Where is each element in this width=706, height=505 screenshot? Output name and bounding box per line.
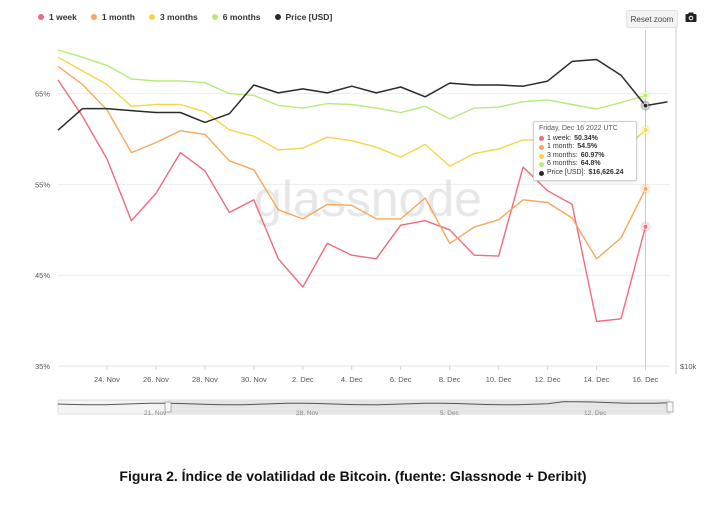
tooltip-dot (539, 170, 544, 176)
range-navigator[interactable]: 21. Nov 28. Nov 5. Dec 12. Dec (57, 399, 674, 417)
end-marker[interactable] (642, 186, 649, 192)
legend-label-6-months: 6 months (222, 12, 261, 22)
reset-zoom-button[interactable]: Reset zoom (626, 10, 678, 28)
x-tick-label: 24. Nov (94, 375, 120, 384)
y-tick-label: 35% (35, 362, 50, 371)
legend-label-price: Price [USD] (285, 12, 333, 22)
tooltip-value: 60.97% (580, 151, 605, 159)
tooltip-dot (539, 153, 544, 159)
tooltip-value: 54.5% (577, 143, 598, 151)
x-tick-label: 4. Dec (341, 375, 363, 384)
tooltip-value: $16,626.24 (588, 168, 624, 176)
legend-label-1-month: 1 month (101, 12, 135, 22)
navigator-series (57, 401, 671, 406)
tooltip-label: 1 week: (547, 134, 572, 142)
tooltip-label: 3 months: (547, 151, 578, 159)
legend-dot-1-week (38, 14, 44, 20)
series-line-1-month[interactable] (57, 65, 647, 260)
end-markers (640, 90, 651, 232)
tooltip-value: 64.8% (580, 160, 601, 168)
legend-dot-1-month (90, 14, 97, 20)
data-tooltip: Friday, Dec 16 2022 UTC 1 week: 50.34% 1… (533, 121, 637, 181)
legend-dot-6-months (211, 14, 218, 20)
end-marker[interactable] (642, 127, 649, 133)
y-tick-label: 45% (35, 271, 50, 280)
tooltip-label: 1 month: (547, 143, 575, 151)
x-tick-label: 2. Dec (292, 375, 314, 384)
legend-label-1-week: 1 week (49, 12, 77, 22)
navigator-label: 5. Dec (440, 410, 460, 417)
y-tick-label: 65% (35, 90, 50, 99)
x-tick-label: 30. Nov (241, 375, 267, 384)
end-marker[interactable] (642, 223, 649, 230)
figure-caption: Figura 2. Índice de volatilidad de Bitco… (119, 468, 587, 484)
tooltip-row-1-week: 1 week: 50.34% (539, 135, 631, 144)
tooltip-row-price: Price [USD]: $16,626.24 (539, 169, 631, 178)
tooltip-label: Price [USD]: (547, 168, 586, 176)
navigator-handle[interactable] (666, 401, 674, 413)
navigator-label: 12. Dec (584, 410, 607, 417)
navigator-label: 21. Nov (144, 410, 167, 417)
x-tick-label: 14. Dec (584, 375, 610, 384)
series-line-price-usd-[interactable] (57, 58, 668, 131)
x-tick-label: 8. Dec (439, 375, 461, 384)
legend-label-3-months: 3 months (159, 12, 198, 22)
tooltip-value: 50.34% (574, 134, 598, 142)
navigator-handle[interactable] (164, 401, 172, 413)
tooltip-row-1-month: 1 month: 54.5% (539, 143, 631, 152)
end-marker[interactable] (642, 102, 649, 109)
end-marker[interactable] (642, 92, 649, 99)
navigator-label: 28. Nov (296, 410, 319, 417)
y-right-axis-ticks: $10k (680, 362, 697, 371)
legend-item-6-months[interactable]: 6 months (211, 12, 261, 22)
series-line-6-months[interactable] (57, 49, 646, 120)
legend-item-1-week[interactable]: 1 week (38, 12, 77, 22)
legend-item-1-month[interactable]: 1 month (90, 12, 135, 22)
series-line-1-week[interactable] (57, 79, 647, 323)
legend-item-price[interactable]: Price [USD] (274, 12, 333, 22)
tooltip-label: 6 months: (547, 160, 578, 168)
x-tick-label: 28. Nov (192, 375, 218, 384)
x-tick-label: 16. Dec (633, 375, 659, 384)
tooltip-row-3-months: 3 months: 60.97% (539, 152, 631, 161)
watermark-text: glassnode (254, 171, 482, 227)
camera-icon[interactable] (685, 11, 697, 24)
tooltip-dot (539, 136, 544, 142)
x-tick-label: 10. Dec (486, 375, 512, 384)
tooltip-dot (539, 144, 544, 150)
tooltip-row-6-months: 6 months: 64.8% (539, 160, 631, 169)
x-tick-label: 6. Dec (390, 375, 412, 384)
x-axis-ticks: 24. Nov 26. Nov 28. Nov 30. Nov 2. Dec 4. Dec… (94, 366, 659, 384)
tooltip-dot (539, 162, 544, 168)
legend-dot-3-months (148, 14, 155, 20)
x-tick-label: 26. Nov (143, 375, 169, 384)
y-tick-label: 55% (35, 180, 50, 189)
chart-legend: 1 week 1 month 3 months 6 months Price [… (38, 12, 332, 22)
y-right-tick-label: $10k (680, 362, 697, 371)
tooltip-date: Friday, Dec 16 2022 UTC (539, 125, 618, 132)
y-axis-ticks: 35% 45% 55% 65% (35, 90, 50, 371)
x-tick-label: 12. Dec (535, 375, 561, 384)
y-gridlines (58, 20, 677, 374)
legend-item-3-months[interactable]: 3 months (148, 12, 198, 22)
legend-dot-price (274, 14, 281, 20)
